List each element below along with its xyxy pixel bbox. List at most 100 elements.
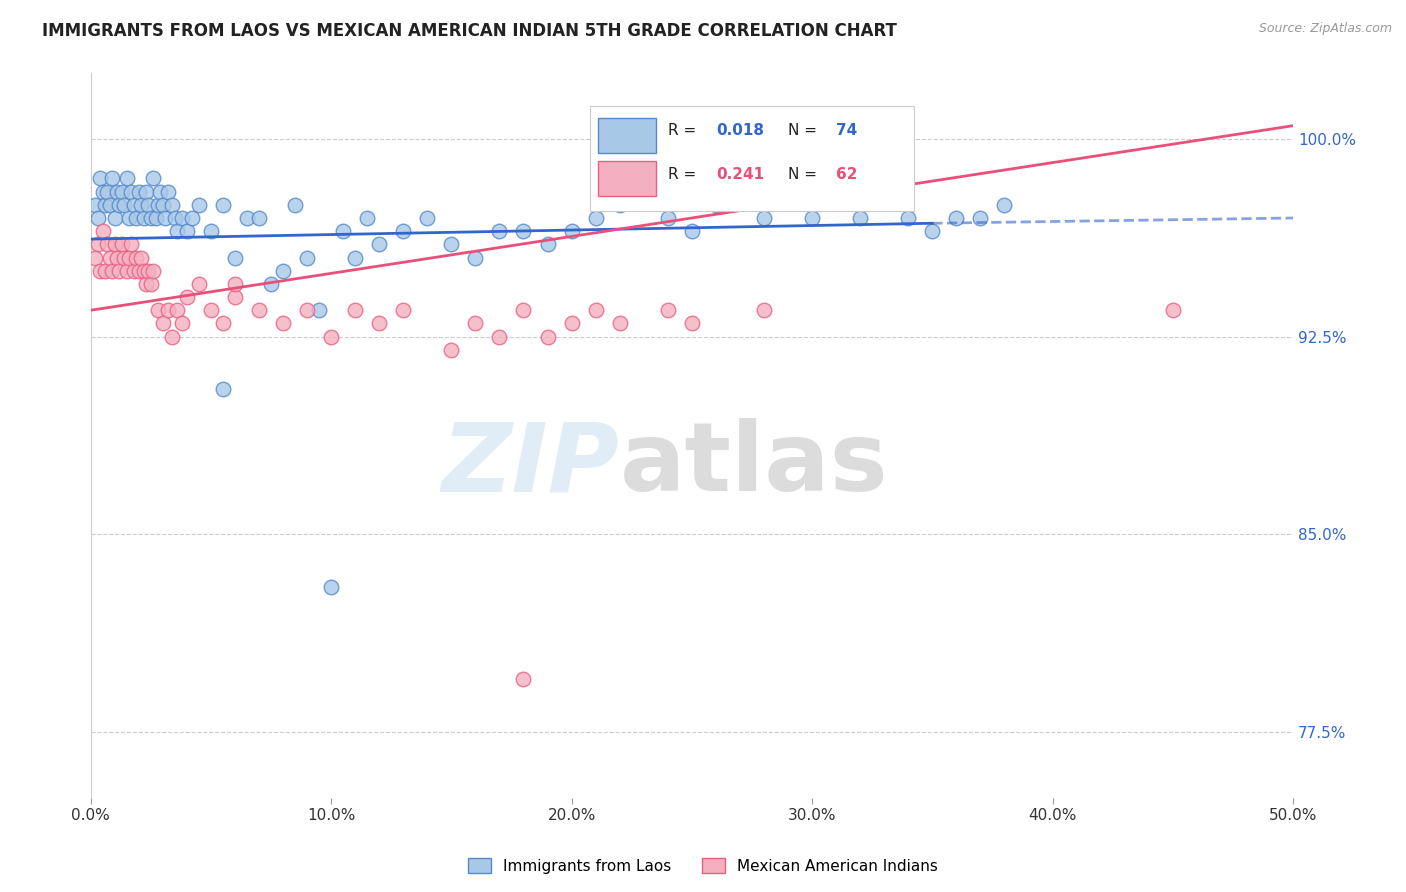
Point [91,185,114,199]
Point [170,317,193,331]
Point [101,171,124,186]
Point [146,303,169,318]
Point [105,185,128,199]
Text: ZIP: ZIP [441,418,620,511]
Point [392,303,415,318]
Point [295,251,318,265]
Point [108,264,131,278]
Point [128,185,150,199]
Point [200,303,222,318]
Point [344,251,367,265]
Point [128,264,150,278]
Point [440,237,463,252]
FancyBboxPatch shape [589,105,914,211]
Point [87,237,110,252]
Text: R =: R = [668,167,700,182]
Point [115,171,138,186]
Point [681,317,703,331]
Point [135,277,157,291]
Point [512,303,534,318]
Point [921,224,943,238]
Point [156,185,179,199]
Point [98,251,121,265]
Point [98,198,121,212]
Point [332,224,354,238]
Point [536,237,558,252]
Point [368,237,391,252]
Point [585,303,607,318]
Text: 62: 62 [837,167,858,182]
Text: 0.018: 0.018 [716,123,763,138]
Point [752,211,775,225]
Point [129,198,152,212]
Point [132,211,155,225]
Point [112,251,135,265]
Point [96,185,118,199]
Point [200,224,222,238]
Point [104,211,127,225]
Point [801,211,824,225]
Point [752,303,775,318]
Point [121,185,143,199]
Point [170,211,193,225]
Point [464,251,486,265]
Point [212,317,235,331]
Point [681,224,703,238]
Point [89,264,111,278]
Point [271,264,294,278]
Point [536,329,558,343]
Point [91,224,114,238]
Point [561,224,583,238]
Point [84,251,107,265]
Point [488,329,510,343]
Point [112,198,135,212]
Point [87,211,110,225]
Point [166,224,188,238]
Point [609,317,631,331]
Point [308,303,330,318]
Text: IMMIGRANTS FROM LAOS VS MEXICAN AMERICAN INDIAN 5TH GRADE CORRELATION CHART: IMMIGRANTS FROM LAOS VS MEXICAN AMERICAN… [42,22,897,40]
Point [212,198,235,212]
Point [416,211,439,225]
Point [89,171,111,186]
Point [176,290,198,304]
Point [969,211,991,225]
Text: R =: R = [668,123,700,138]
Point [132,264,155,278]
Point [108,198,131,212]
Point [104,237,127,252]
Point [156,303,179,318]
Point [392,224,415,238]
Point [94,264,117,278]
Point [121,237,143,252]
Point [849,211,872,225]
Point [118,251,141,265]
Point [224,290,246,304]
FancyBboxPatch shape [598,118,655,153]
Point [152,198,174,212]
Point [84,198,107,212]
Point [163,211,186,225]
Point [176,224,198,238]
Point [488,224,510,238]
Point [162,198,184,212]
Point [1161,303,1184,318]
Point [162,329,184,343]
Point [945,211,967,225]
Point [136,264,159,278]
Point [319,329,342,343]
Point [295,303,318,318]
Point [704,198,727,212]
Text: Source: ZipAtlas.com: Source: ZipAtlas.com [1258,22,1392,36]
Point [319,580,342,594]
Point [247,211,270,225]
Legend: Immigrants from Laos, Mexican American Indians: Immigrants from Laos, Mexican American I… [463,852,943,880]
Point [115,264,138,278]
Text: 0.241: 0.241 [716,167,763,182]
Point [180,211,202,225]
Point [139,211,162,225]
Point [187,277,209,291]
Point [368,317,391,331]
Text: N =: N = [787,167,823,182]
Point [125,251,148,265]
